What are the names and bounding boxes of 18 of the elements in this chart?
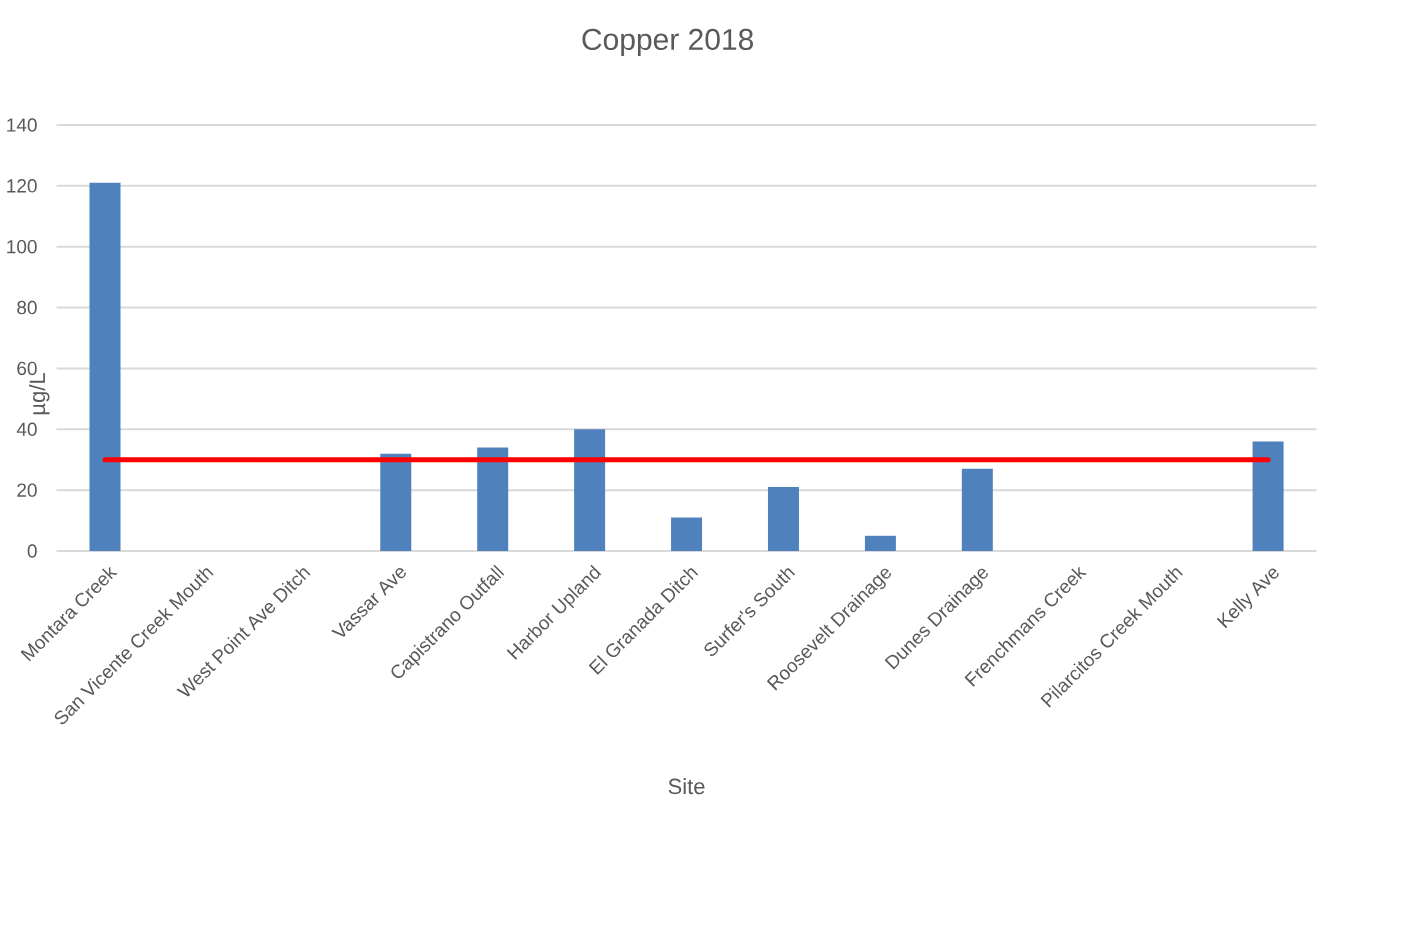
bar <box>864 535 896 551</box>
bar <box>380 453 412 551</box>
bar <box>574 429 606 551</box>
y-tick-label: 140 <box>7 118 37 132</box>
bar <box>477 447 509 551</box>
y-tick-label: 0 <box>27 544 37 558</box>
bar <box>1252 441 1284 551</box>
bar <box>961 468 993 551</box>
bar <box>89 182 121 551</box>
y-tick-label: 120 <box>7 179 37 193</box>
y-tick-label: 20 <box>17 483 37 497</box>
y-tick-label: 40 <box>16 422 37 437</box>
y-tick-label: 100 <box>7 239 37 254</box>
bar <box>671 517 703 551</box>
x-axis-title: Site <box>668 778 705 795</box>
bar <box>767 487 799 551</box>
chart-title: Copper 2018 <box>582 28 754 56</box>
y-tick-label: 80 <box>17 300 37 315</box>
